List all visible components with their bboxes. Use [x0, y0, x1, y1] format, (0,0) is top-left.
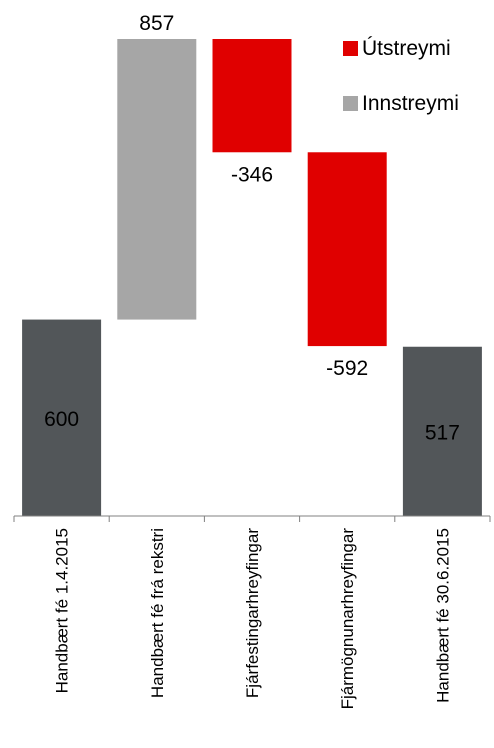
category-label-4: Fjármögnunarhreyfingar [338, 528, 357, 710]
legend-swatch-2 [343, 96, 358, 111]
bar-3 [212, 39, 292, 153]
legend-label-2: Innstreymi [362, 92, 459, 115]
bar-1 [22, 319, 102, 516]
value-label-5: 517 [425, 421, 460, 444]
category-label-1: Handbært fé 1.4.2015 [53, 528, 72, 693]
value-label-4: -592 [326, 357, 368, 380]
bar-4 [307, 152, 387, 347]
legend-swatch-1 [343, 41, 358, 56]
bar-2 [117, 39, 197, 320]
category-label-5: Handbært fé 30.6.2015 [433, 528, 452, 703]
category-label-2: Handbært fé frá rekstri [148, 528, 167, 698]
value-label-3: -346 [231, 163, 273, 186]
bar-5 [402, 346, 482, 516]
legend-label-1: Útstreymi [362, 37, 451, 60]
category-label-3: Fjárfestingarhreyfingar [243, 528, 262, 698]
value-label-2: 857 [139, 12, 174, 35]
value-label-1: 600 [44, 408, 79, 431]
